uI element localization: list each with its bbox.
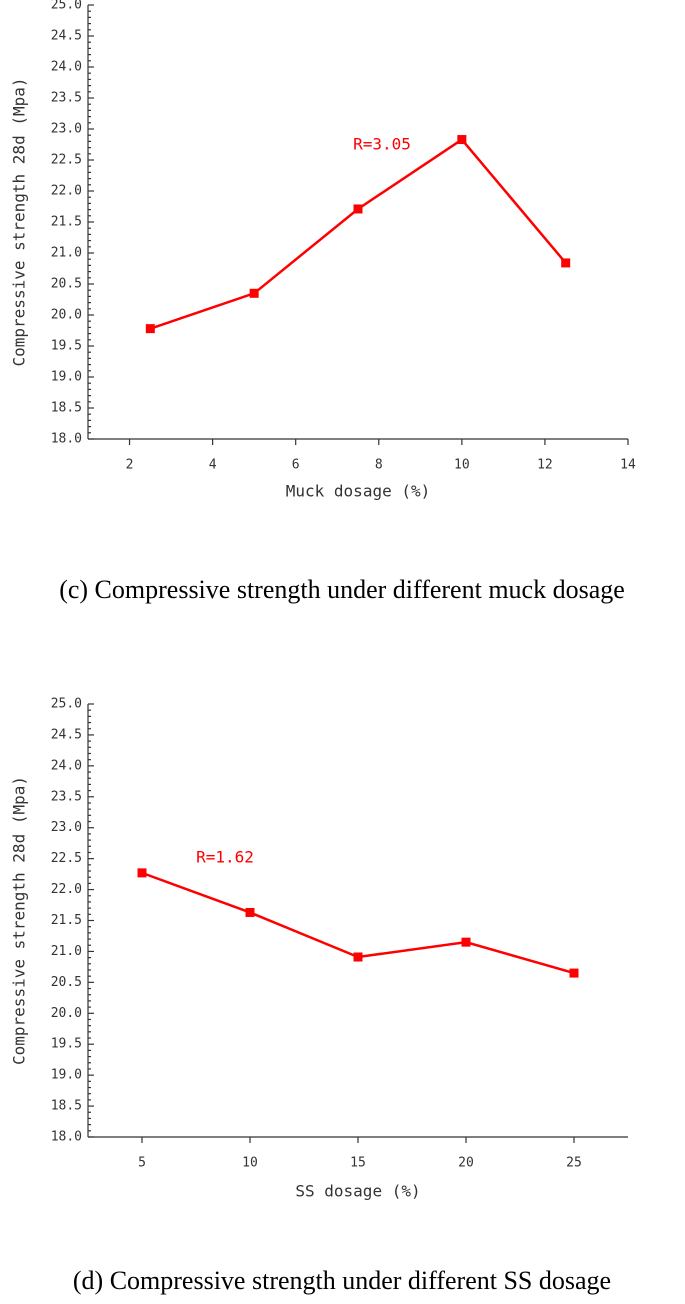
marker	[461, 937, 471, 947]
x-tick-label: 5	[138, 1156, 146, 1171]
y-tick-label: 19.5	[51, 1037, 82, 1052]
y-tick-label: 21.0	[51, 944, 82, 959]
x-tick-label: 12	[537, 458, 553, 473]
y-tick-label: 25.0	[51, 697, 82, 712]
y-tick-label: 24.0	[51, 758, 82, 773]
marker	[561, 258, 571, 268]
y-tick-label: 23.5	[51, 789, 82, 804]
y-tick-label: 24.5	[51, 29, 82, 44]
annotation: R=3.05	[353, 135, 411, 154]
x-tick-label: 25	[566, 1156, 582, 1171]
marker	[249, 288, 259, 298]
y-tick-label: 22.0	[51, 882, 82, 897]
y-tick-label: 24.5	[51, 727, 82, 742]
marker	[569, 968, 579, 978]
y-tick-label: 23.5	[51, 91, 82, 106]
marker	[145, 324, 155, 334]
x-tick-label: 2	[126, 458, 134, 473]
y-tick-label: 18.5	[51, 401, 82, 416]
y-tick-label: 22.5	[51, 851, 82, 866]
y-tick-label: 23.0	[51, 820, 82, 835]
marker	[245, 907, 255, 917]
y-tick-label: 24.0	[51, 60, 82, 75]
y-tick-label: 21.0	[51, 246, 82, 261]
x-tick-label: 15	[350, 1156, 366, 1171]
y-tick-label: 18.0	[51, 1130, 82, 1145]
y-axis-title: Compressive strength 28d (Mpa)	[10, 78, 29, 367]
y-axis-title: Compressive strength 28d (Mpa)	[10, 776, 29, 1065]
y-tick-label: 22.0	[51, 184, 82, 199]
y-tick-label: 19.0	[51, 370, 82, 385]
x-tick-label: 10	[454, 458, 470, 473]
y-tick-label: 20.0	[51, 308, 82, 323]
x-tick-label: 4	[209, 458, 217, 473]
x-tick-label: 6	[292, 458, 300, 473]
y-tick-label: 20.5	[51, 277, 82, 292]
x-axis-title: SS dosage (%)	[295, 1182, 420, 1201]
caption: (c) Compressive strength under different…	[59, 575, 625, 604]
y-tick-label: 18.5	[51, 1099, 82, 1114]
marker	[353, 204, 363, 214]
y-tick-label: 18.0	[51, 432, 82, 447]
y-tick-label: 21.5	[51, 215, 82, 230]
data-line	[149, 137, 567, 330]
marker	[137, 868, 147, 878]
x-tick-label: 10	[242, 1156, 258, 1171]
annotation: R=1.62	[196, 848, 254, 867]
marker	[457, 135, 467, 145]
y-tick-label: 25.0	[51, 0, 82, 13]
y-tick-label: 22.5	[51, 153, 82, 168]
y-tick-label: 23.0	[51, 122, 82, 137]
y-tick-label: 20.5	[51, 975, 82, 990]
y-tick-label: 19.0	[51, 1068, 82, 1083]
x-axis-title: Muck dosage (%)	[286, 482, 431, 501]
y-tick-label: 19.5	[51, 339, 82, 354]
y-tick-label: 20.0	[51, 1006, 82, 1021]
marker	[353, 952, 363, 962]
x-tick-label: 20	[458, 1156, 474, 1171]
x-tick-label: 14	[620, 458, 636, 473]
y-tick-label: 21.5	[51, 913, 82, 928]
caption: (d) Compressive strength under different…	[73, 1266, 611, 1295]
x-tick-label: 8	[375, 458, 383, 473]
